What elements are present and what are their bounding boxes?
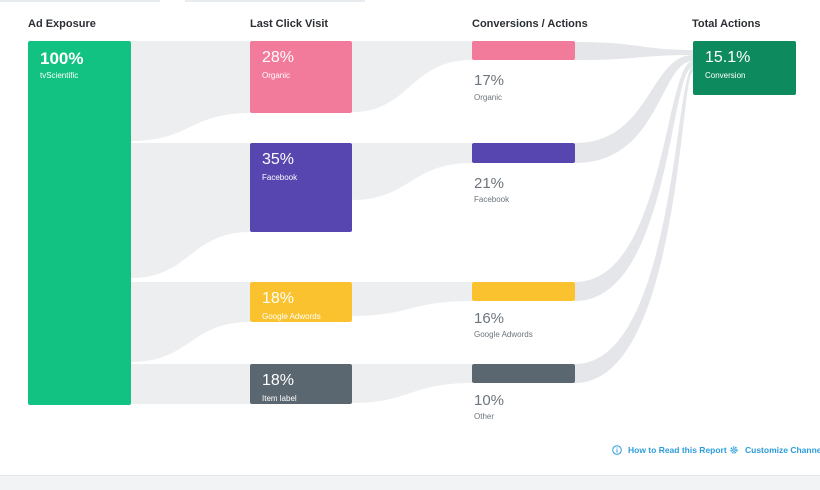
- channel-percent: 28%: [262, 49, 295, 66]
- customize-channels-label: Customize Channels: [745, 445, 820, 455]
- conversion-percent-facebook: 21%: [474, 175, 505, 192]
- channel-node-facebook[interactable]: 35% Facebook: [250, 143, 352, 232]
- flow-google-total: [575, 61, 693, 301]
- header-conversions-actions: Conversions / Actions: [472, 18, 588, 30]
- flow-source-organic: [131, 41, 250, 141]
- top-divider-left: [0, 0, 160, 2]
- total-actions-node[interactable]: 15.1% Conversion: [693, 41, 796, 95]
- channel-percent: 18%: [262, 372, 295, 389]
- conversion-bar-other[interactable]: [472, 364, 575, 383]
- info-icon: [612, 445, 622, 455]
- flow-source-facebook: [131, 143, 250, 278]
- source-percent: 100%: [40, 49, 84, 68]
- conversion-bar-organic[interactable]: [472, 41, 575, 60]
- channel-percent: 35%: [262, 151, 295, 168]
- channel-percent: 18%: [262, 290, 295, 307]
- how-to-read-label: How to Read this Report: [628, 445, 727, 455]
- top-divider-right: [185, 0, 365, 2]
- conversion-percent-google-adwords: 16%: [474, 310, 505, 327]
- total-percent: 15.1%: [705, 49, 751, 66]
- channel-node-organic[interactable]: 28% Organic: [250, 41, 352, 113]
- customize-channels-link[interactable]: Customize Channels: [729, 445, 820, 455]
- flow-other-conversion: [352, 364, 472, 403]
- flow-facebook-total: [575, 55, 693, 163]
- conversion-bar-facebook[interactable]: [472, 143, 575, 163]
- how-to-read-link[interactable]: How to Read this Report: [612, 445, 727, 455]
- bottom-strip: [0, 475, 820, 490]
- channel-node-item-label[interactable]: 18% Item label: [250, 364, 352, 404]
- conversion-percent-organic: 17%: [474, 72, 505, 89]
- conversion-label-organic: Organic: [474, 93, 503, 102]
- flow-google-conversion: [352, 282, 472, 316]
- gear-icon: [729, 445, 739, 455]
- total-label: Conversion: [705, 71, 746, 80]
- header-last-click-visit: Last Click Visit: [250, 18, 329, 30]
- flow-source-other: [131, 364, 250, 404]
- channel-label: Item label: [262, 394, 297, 403]
- flow-organic-total: [575, 42, 693, 60]
- flow-facebook-conversion: [352, 143, 472, 200]
- conversion-label-facebook: Facebook: [474, 195, 510, 204]
- channel-label: Facebook: [262, 173, 298, 182]
- flow-organic-conversion: [352, 41, 472, 112]
- header-total-actions: Total Actions: [692, 18, 761, 30]
- source-label: tvScientific: [40, 71, 79, 80]
- channel-label: Organic: [262, 71, 291, 80]
- channel-label: Google Adwords: [262, 312, 321, 321]
- flow-source-google: [131, 282, 250, 362]
- conversion-bar-google-adwords[interactable]: [472, 282, 575, 301]
- channel-node-google-adwords[interactable]: 18% Google Adwords: [250, 282, 352, 322]
- conversion-label-other: Other: [474, 412, 495, 421]
- flow-other-total: [575, 67, 693, 383]
- conversion-label-google-adwords: Google Adwords: [474, 330, 533, 339]
- header-ad-exposure: Ad Exposure: [28, 18, 96, 30]
- source-node[interactable]: 100% tvScientific: [28, 41, 131, 405]
- conversion-percent-other: 10%: [474, 392, 505, 409]
